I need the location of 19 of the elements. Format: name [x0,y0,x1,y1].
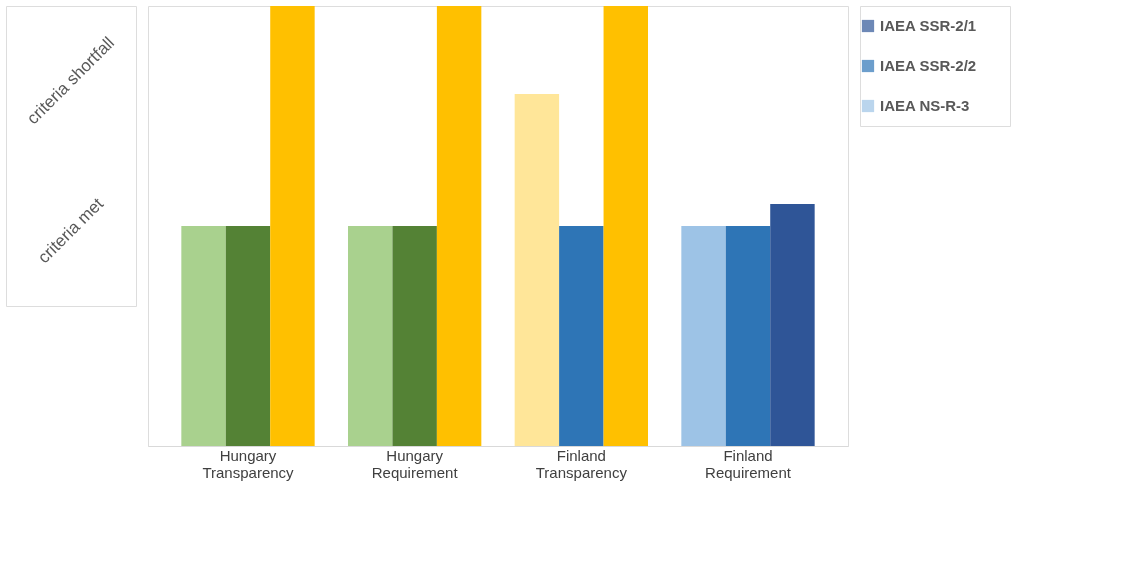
x-tick-label: Finland Requirement [705,446,792,481]
bar [436,6,482,446]
x-tick-label: Hungary Requirement [371,446,459,481]
legend-label: IAEA SSR-2/2 [880,57,977,74]
bar [725,226,771,446]
bar [514,94,560,446]
bar [270,6,315,446]
x-tick-label: Finland Transparency [535,446,628,481]
bar [348,226,393,446]
bar [559,226,604,446]
bar [181,226,226,446]
bar [770,204,815,446]
bar [681,226,726,446]
legend-label: IAEA SSR-2/1 [880,17,977,34]
bar [392,226,437,446]
bar [225,226,271,446]
legend-label: IAEA NS-R-3 [880,97,970,114]
bar [603,6,648,446]
x-tick-label: Hungary Transparency [202,446,295,481]
